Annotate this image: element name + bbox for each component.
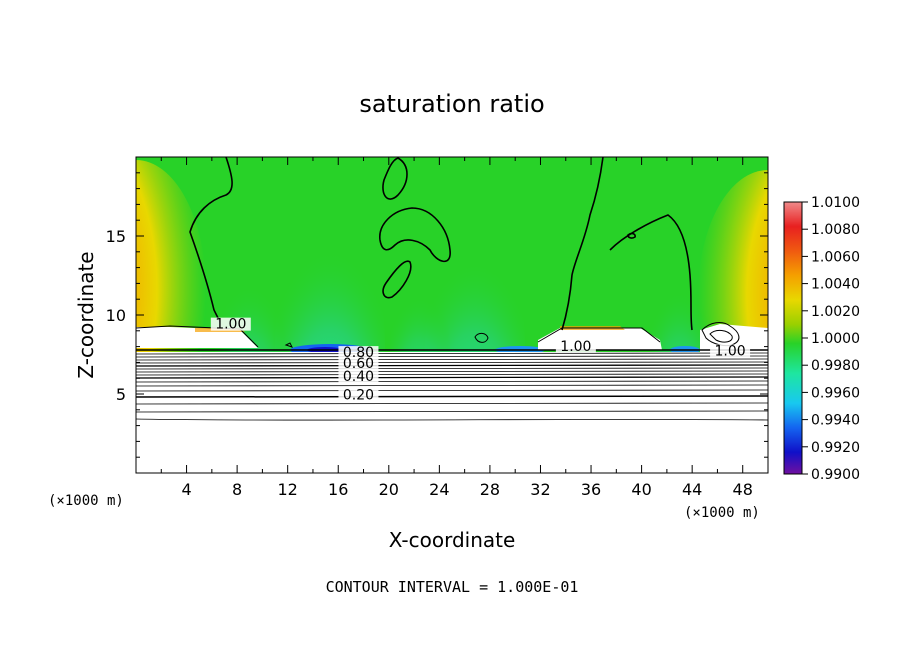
x-tick-label: 24 (429, 480, 449, 499)
colorbar-label: 0.9960 (811, 385, 860, 401)
colorbar-label: 0.9900 (811, 467, 860, 483)
y-axis-title: Z-coordinate (74, 251, 98, 378)
contour-label: 1.00 (714, 344, 745, 360)
contour-interval-note: CONTOUR INTERVAL = 1.000E-01 (326, 578, 579, 596)
contour-label: 1.00 (215, 317, 246, 333)
contour-label: 0.20 (343, 388, 374, 404)
y-tick-label: 5 (116, 385, 126, 404)
colorbar-label: 1.0020 (811, 304, 860, 320)
y-tick-label: 10 (106, 306, 126, 325)
x-tick-label: 8 (232, 480, 242, 499)
contour-label: 0.40 (343, 369, 374, 385)
x-tick-label: 36 (581, 480, 601, 499)
colorbar-label: 1.0080 (811, 222, 860, 238)
chart-title: saturation ratio (359, 90, 544, 118)
colorbar-label: 1.0000 (811, 331, 860, 347)
contour-label: 0.80 (343, 345, 374, 361)
contour-label-bg (710, 344, 751, 358)
contour-label-bg (338, 357, 379, 371)
x-tick-label: 32 (530, 480, 550, 499)
contour-label-bg (555, 339, 596, 353)
contour-label: 1.00 (560, 339, 591, 355)
contour-label-bg (338, 369, 379, 383)
contour-label-bg (338, 388, 379, 402)
colorbar-label: 1.0100 (811, 195, 860, 211)
x-tick-label: 28 (480, 480, 500, 499)
plot-area: 1.00 0.800.600.40 0.20 1.00 1.00 (136, 157, 768, 473)
colorbar-label: 0.9920 (811, 440, 860, 456)
colorbar-label: 1.0060 (811, 249, 860, 265)
colorbar-label: 0.9980 (811, 358, 860, 374)
x-unit-label: (×1000 m) (684, 505, 760, 521)
y-tick-label: 15 (106, 227, 126, 246)
colorbar-label: 1.0040 (811, 277, 860, 293)
contour-label: 0.60 (343, 356, 374, 372)
x-tick-label: 16 (328, 480, 348, 499)
x-tick-label: 12 (278, 480, 298, 499)
x-tick-label: 48 (733, 480, 753, 499)
contour-label-bg (210, 317, 251, 331)
x-tick-label: 20 (379, 480, 399, 499)
x-tick-label: 40 (631, 480, 651, 499)
x-tick-label: 44 (682, 480, 702, 499)
contour-label-bg (338, 346, 379, 360)
x-tick-label: 4 (181, 480, 191, 499)
colorbar-label: 0.9940 (811, 413, 860, 429)
z-unit-label: (×1000 m) (48, 493, 124, 509)
x-axis-title: X-coordinate (389, 528, 516, 552)
colorbar (783, 201, 803, 475)
